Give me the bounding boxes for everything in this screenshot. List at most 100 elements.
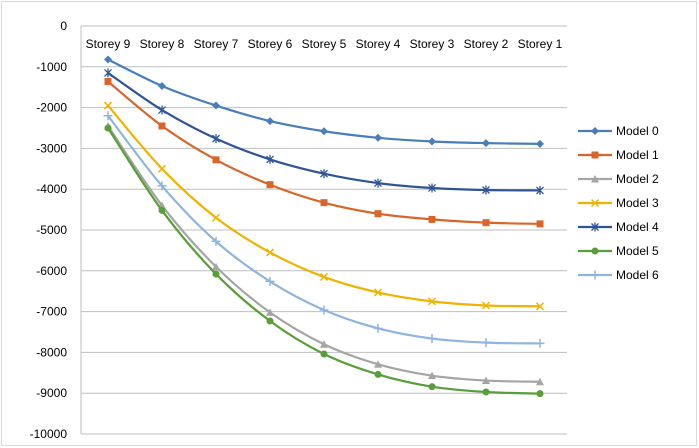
data-point-marker (591, 222, 599, 232)
data-point-marker (482, 185, 490, 195)
data-point-marker (374, 133, 382, 142)
data-point-marker (266, 117, 274, 126)
data-point-marker (427, 334, 437, 344)
y-tick-label: -5000 (36, 223, 67, 237)
y-tick-label: -10000 (30, 427, 68, 441)
legend-entry: Model 1 (578, 148, 659, 162)
x-category-label: Storey 5 (302, 37, 347, 51)
x-category-label: Storey 1 (518, 37, 563, 51)
legend-entry: Model 2 (578, 172, 659, 186)
data-point-marker (428, 383, 436, 391)
data-point-marker (591, 127, 599, 135)
data-point-marker (103, 101, 113, 110)
legend-label: Model 3 (616, 196, 659, 210)
data-point-marker (211, 213, 221, 222)
legend-label: Model 4 (616, 220, 659, 234)
data-point-marker (428, 137, 436, 146)
data-point-marker (157, 181, 167, 191)
data-point-marker (482, 388, 490, 396)
data-point-marker (157, 164, 167, 173)
data-point-marker (428, 371, 436, 380)
data-point-marker (591, 247, 599, 255)
gridlines (80, 25, 567, 435)
legend-entry: Model 4 (578, 220, 659, 234)
series-layer (103, 55, 545, 398)
series-model-1 (104, 77, 544, 228)
series-model-2 (104, 121, 544, 386)
data-point-marker (212, 101, 220, 110)
data-point-marker (590, 198, 600, 208)
legend-label: Model 2 (616, 172, 659, 186)
data-point-marker (373, 288, 383, 297)
x-category-label: Storey 6 (248, 37, 293, 51)
series-model-5 (104, 124, 544, 398)
series-line (107, 115, 541, 345)
data-point-marker (481, 338, 491, 348)
data-point-marker (427, 297, 437, 306)
legend-label: Model 5 (616, 244, 659, 258)
data-point-marker (158, 122, 166, 130)
series-line (107, 104, 541, 308)
y-tick-label: -8000 (36, 345, 67, 359)
x-category-label: Storey 4 (356, 37, 401, 51)
legend-label: Model 1 (616, 148, 659, 162)
data-point-marker (266, 317, 274, 325)
x-category-label: Storey 8 (140, 37, 185, 51)
series-model-0 (104, 55, 544, 148)
data-point-marker (590, 270, 600, 280)
data-point-marker (320, 169, 328, 179)
y-tick-label: -4000 (36, 182, 67, 196)
data-point-marker (320, 127, 328, 136)
x-category-label: Storey 7 (194, 37, 239, 51)
data-point-marker (482, 139, 490, 148)
data-point-marker (266, 154, 274, 164)
data-point-marker (482, 376, 490, 385)
data-point-marker (211, 236, 221, 246)
y-tick-label: -6000 (36, 264, 67, 278)
data-point-marker (374, 210, 382, 218)
data-point-marker (158, 206, 166, 214)
data-point-marker (374, 178, 382, 188)
data-point-marker (212, 134, 220, 144)
data-point-marker (591, 175, 599, 183)
data-point-marker (535, 338, 545, 348)
data-point-marker (481, 301, 491, 310)
data-point-marker (212, 262, 220, 271)
series-model-3 (103, 101, 545, 311)
data-point-marker (536, 220, 544, 228)
legend-entry: Model 0 (578, 124, 659, 138)
data-point-marker (374, 360, 382, 368)
legend-entry: Model 6 (578, 268, 659, 282)
data-point-marker (428, 183, 436, 193)
data-point-marker (212, 270, 220, 278)
data-point-marker (428, 215, 436, 223)
y-tick-label: -2000 (36, 101, 67, 115)
series-line (107, 127, 541, 395)
y-axis-ticks: 0 -1000 -2000 -3000 -4000 -5000 -6000 -7000 -800… (30, 19, 68, 441)
y-tick-label: -3000 (36, 141, 67, 155)
data-point-marker (591, 151, 599, 159)
data-point-marker (536, 139, 544, 148)
data-point-marker (266, 181, 274, 189)
data-point-marker (104, 124, 112, 132)
data-point-marker (374, 370, 382, 378)
y-tick-label: -1000 (36, 60, 67, 74)
legend-label: Model 6 (616, 268, 659, 282)
data-point-marker (104, 68, 112, 78)
data-point-marker (158, 81, 166, 90)
data-point-marker (265, 248, 275, 257)
data-point-marker (158, 105, 166, 115)
data-point-marker (104, 77, 112, 85)
legend: Model 0 Model 1 Model 2 Model 3 Model 4 Model… (578, 124, 659, 282)
data-point-marker (536, 377, 544, 386)
legend-label: Model 0 (616, 124, 659, 138)
series-model-4 (104, 68, 544, 195)
y-tick-label: 0 (60, 19, 67, 33)
data-point-marker (373, 323, 383, 333)
data-point-marker (103, 111, 113, 121)
legend-entry: Model 5 (578, 244, 659, 258)
legend-entry: Model 3 (578, 196, 659, 210)
y-tick-label: -9000 (36, 386, 67, 400)
